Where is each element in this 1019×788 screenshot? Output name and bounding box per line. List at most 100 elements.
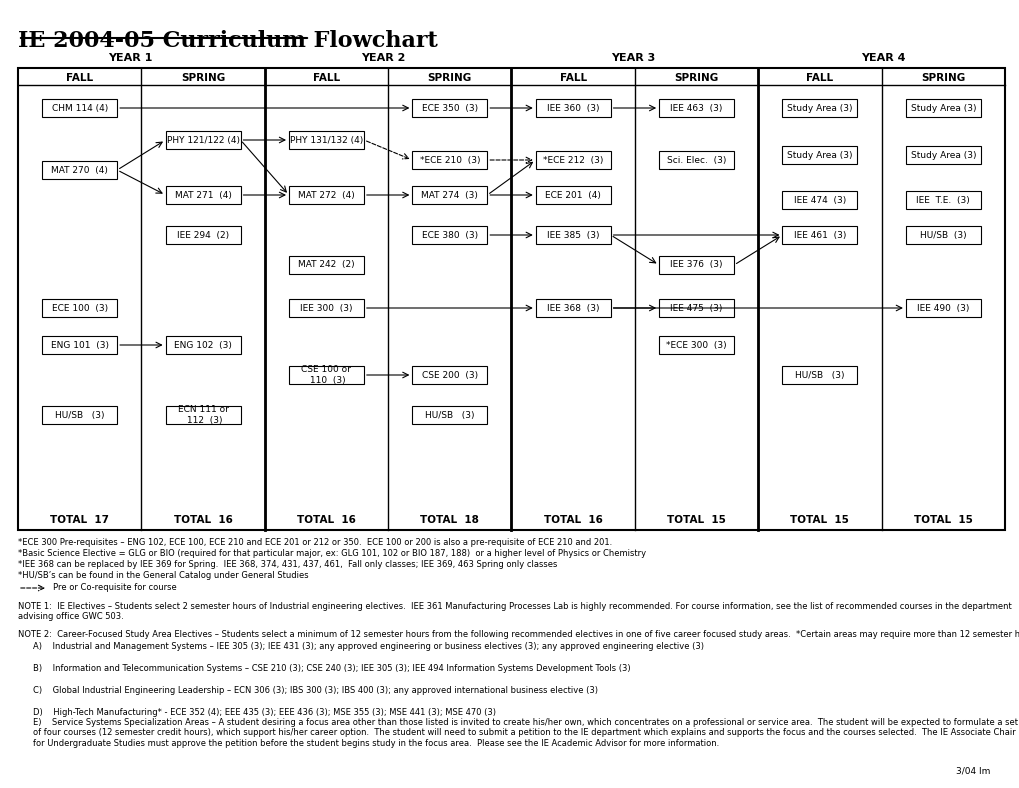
Text: *IEE 368 can be replaced by IEE 369 for Spring.  IEE 368, 374, 431, 437, 461,  F: *IEE 368 can be replaced by IEE 369 for … [18, 560, 556, 569]
Text: *ECE 300 Pre-requisites – ENG 102, ECE 100, ECE 210 and ECE 201 or 212 or 350.  : *ECE 300 Pre-requisites – ENG 102, ECE 1… [18, 538, 611, 547]
Text: PHY 121/122 (4): PHY 121/122 (4) [166, 136, 239, 144]
Text: Study Area (3): Study Area (3) [787, 103, 852, 113]
Bar [905, 146, 980, 164]
Bar [288, 299, 364, 317]
Bar [412, 99, 487, 117]
Text: FALL: FALL [559, 73, 586, 83]
Text: IEE  T.E.  (3): IEE T.E. (3) [915, 195, 969, 205]
Bar [535, 299, 610, 317]
Bar [165, 186, 240, 204]
Bar [288, 131, 364, 149]
Bar [782, 226, 857, 244]
Text: HU/SB   (3): HU/SB (3) [795, 370, 844, 380]
Text: Study Area (3): Study Area (3) [910, 103, 975, 113]
Bar [658, 299, 734, 317]
Text: Study Area (3): Study Area (3) [787, 151, 852, 159]
Text: *Basic Science Elective = GLG or BIO (required for that particular major, ex: GL: *Basic Science Elective = GLG or BIO (re… [18, 549, 645, 558]
Text: ECE 100  (3): ECE 100 (3) [52, 303, 108, 313]
Bar [412, 406, 487, 424]
Text: IE 2004-05 Curriculum Flowchart: IE 2004-05 Curriculum Flowchart [18, 30, 437, 52]
Text: ECE 350  (3): ECE 350 (3) [421, 103, 478, 113]
Text: *HU/SB’s can be found in the General Catalog under General Studies: *HU/SB’s can be found in the General Cat… [18, 571, 309, 580]
Text: SPRING: SPRING [674, 73, 718, 83]
Text: TOTAL  16: TOTAL 16 [297, 515, 356, 525]
Bar [288, 186, 364, 204]
Text: *ECE 212  (3): *ECE 212 (3) [542, 155, 603, 165]
Bar [42, 299, 117, 317]
Text: TOTAL  17: TOTAL 17 [50, 515, 109, 525]
Text: ENG 101  (3): ENG 101 (3) [51, 340, 109, 350]
Text: *ECE 210  (3): *ECE 210 (3) [419, 155, 480, 165]
Text: YEAR 4: YEAR 4 [860, 53, 905, 63]
Bar [165, 226, 240, 244]
Text: FALL: FALL [66, 73, 93, 83]
Text: TOTAL  15: TOTAL 15 [666, 515, 726, 525]
Bar [412, 226, 487, 244]
Text: HU/SB   (3): HU/SB (3) [425, 411, 474, 419]
Bar [42, 406, 117, 424]
Bar [288, 256, 364, 274]
Text: TOTAL  15: TOTAL 15 [790, 515, 849, 525]
Text: IEE 376  (3): IEE 376 (3) [669, 261, 722, 269]
Text: ECE 380  (3): ECE 380 (3) [421, 231, 478, 240]
Text: MAT 242  (2): MAT 242 (2) [298, 261, 355, 269]
Text: FALL: FALL [806, 73, 833, 83]
Bar [42, 336, 117, 354]
Text: IEE 300  (3): IEE 300 (3) [300, 303, 353, 313]
Bar [905, 226, 980, 244]
Text: IEE 360  (3): IEE 360 (3) [546, 103, 599, 113]
Text: PHY 131/132 (4): PHY 131/132 (4) [289, 136, 363, 144]
Text: *ECE 300  (3): *ECE 300 (3) [665, 340, 727, 350]
Text: SPRING: SPRING [920, 73, 965, 83]
Bar [658, 256, 734, 274]
Text: Pre or Co-requisite for course: Pre or Co-requisite for course [53, 583, 176, 593]
Text: D)    High-Tech Manufacturing* - ECE 352 (4); EEE 435 (3); EEE 436 (3); MSE 355 : D) High-Tech Manufacturing* - ECE 352 (4… [33, 708, 495, 717]
Bar [535, 186, 610, 204]
Text: IEE 368  (3): IEE 368 (3) [546, 303, 599, 313]
Text: A)    Industrial and Management Systems – IEE 305 (3); IEE 431 (3); any approved: A) Industrial and Management Systems – I… [33, 642, 703, 651]
Text: IEE 475  (3): IEE 475 (3) [669, 303, 722, 313]
Bar [658, 151, 734, 169]
Text: TOTAL  18: TOTAL 18 [420, 515, 479, 525]
Text: Study Area (3): Study Area (3) [910, 151, 975, 159]
Text: IEE 474  (3): IEE 474 (3) [793, 195, 845, 205]
Bar [782, 366, 857, 384]
Text: MAT 270  (4): MAT 270 (4) [51, 165, 108, 174]
Text: MAT 274  (3): MAT 274 (3) [421, 191, 478, 199]
Text: IEE 294  (2): IEE 294 (2) [177, 231, 229, 240]
Text: IEE 385  (3): IEE 385 (3) [546, 231, 599, 240]
Bar [535, 151, 610, 169]
Text: SPRING: SPRING [427, 73, 472, 83]
Text: MAT 272  (4): MAT 272 (4) [298, 191, 355, 199]
Bar [412, 186, 487, 204]
Bar [905, 299, 980, 317]
Bar [42, 99, 117, 117]
Text: TOTAL  16: TOTAL 16 [543, 515, 602, 525]
Bar [782, 191, 857, 209]
Bar [535, 226, 610, 244]
Bar [42, 161, 117, 179]
Text: YEAR 3: YEAR 3 [610, 53, 654, 63]
Bar [782, 99, 857, 117]
Text: TOTAL  16: TOTAL 16 [173, 515, 232, 525]
Text: NOTE 1:  IE Electives – Students select 2 semester hours of Industrial engineeri: NOTE 1: IE Electives – Students select 2… [18, 602, 1011, 622]
Bar [905, 191, 980, 209]
Text: ECN 111 or
 112  (3): ECN 111 or 112 (3) [177, 405, 228, 425]
Text: Sci. Elec.  (3): Sci. Elec. (3) [666, 155, 726, 165]
Text: YEAR 1: YEAR 1 [108, 53, 152, 63]
Text: IEE 461  (3): IEE 461 (3) [793, 231, 846, 240]
Text: HU/SB  (3): HU/SB (3) [919, 231, 966, 240]
Bar [165, 131, 240, 149]
Text: MAT 271  (4): MAT 271 (4) [174, 191, 231, 199]
Text: 3/04 lm: 3/04 lm [955, 766, 989, 775]
Text: NOTE 2:  Career-Focused Study Area Electives – Students select a minimum of 12 s: NOTE 2: Career-Focused Study Area Electi… [18, 630, 1019, 639]
Text: ENG 102  (3): ENG 102 (3) [174, 340, 231, 350]
Bar [18, 68, 1004, 530]
Bar [288, 366, 364, 384]
Bar [782, 146, 857, 164]
Text: TOTAL  15: TOTAL 15 [913, 515, 972, 525]
Text: SPRING: SPRING [180, 73, 225, 83]
Bar [658, 99, 734, 117]
Bar [165, 336, 240, 354]
Bar [412, 151, 487, 169]
